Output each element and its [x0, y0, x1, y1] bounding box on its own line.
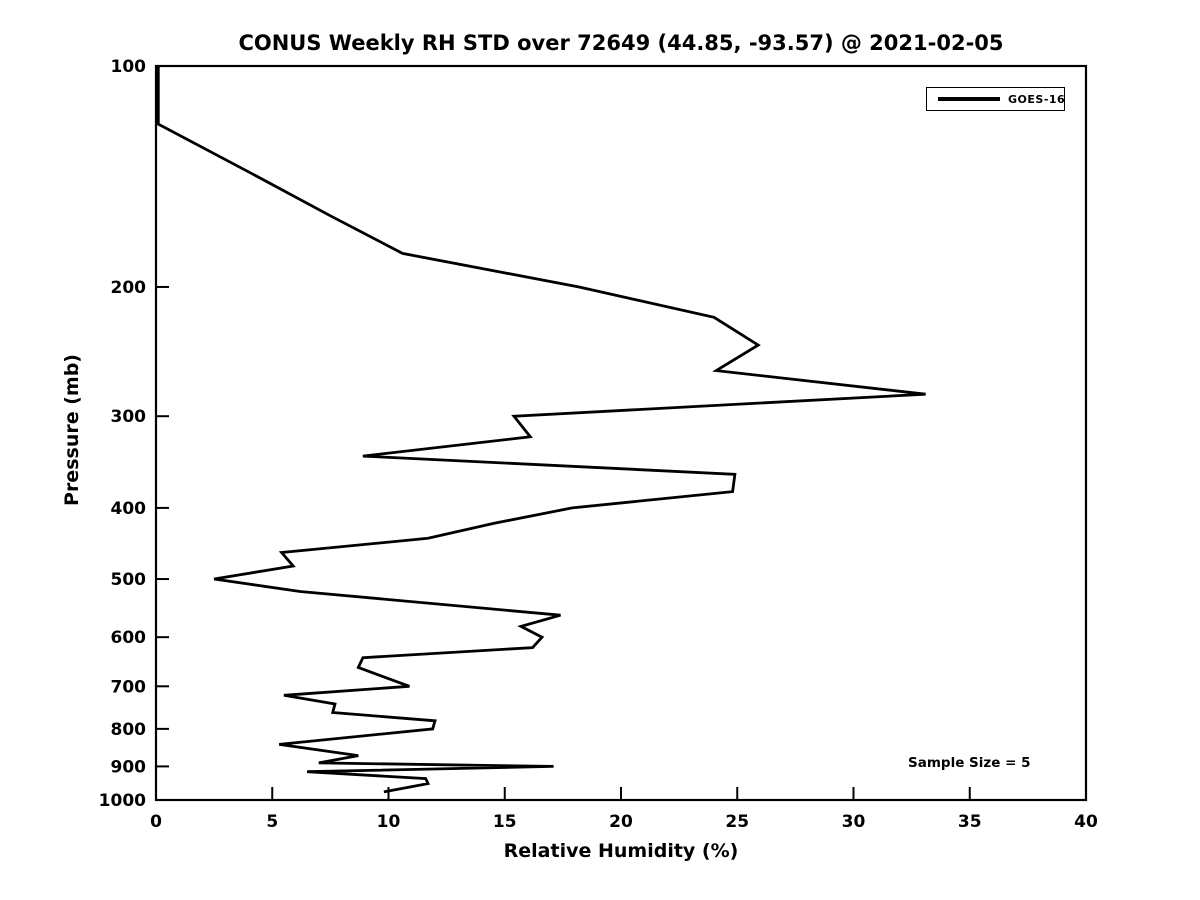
x-tick-label: 0	[150, 812, 162, 832]
legend-label: GOES-16	[1008, 92, 1066, 106]
y-tick-label: 900	[111, 757, 147, 777]
y-tick-label: 400	[111, 499, 147, 519]
x-tick-label: 15	[493, 812, 517, 832]
y-tick-label: 500	[111, 570, 147, 590]
x-tick-label: 20	[609, 812, 633, 832]
x-tick-label: 10	[377, 812, 401, 832]
x-tick-label: 5	[266, 812, 278, 832]
y-tick-label: 100	[111, 57, 147, 77]
x-tick-label: 30	[842, 812, 866, 832]
x-tick-label: 35	[958, 812, 982, 832]
legend-line-icon	[938, 97, 1000, 101]
chart-title: CONUS Weekly RH STD over 72649 (44.85, -…	[238, 31, 1004, 55]
y-tick-label: 800	[111, 720, 147, 740]
rh-std-line	[156, 66, 926, 794]
plot-border	[154, 64, 1088, 802]
legend: GOES-16	[926, 87, 1065, 111]
x-tick-label: 25	[725, 812, 749, 832]
y-tick-label: 600	[111, 628, 147, 648]
y-tick-label: 1000	[99, 791, 146, 811]
y-tick-label: 200	[111, 278, 147, 298]
x-tick-label: 40	[1074, 812, 1098, 832]
y-tick-label: 700	[111, 677, 147, 697]
x-axis-label: Relative Humidity (%)	[503, 840, 739, 862]
sample-size-annotation: Sample Size = 5	[908, 755, 1031, 771]
y-tick-label: 300	[111, 407, 147, 427]
